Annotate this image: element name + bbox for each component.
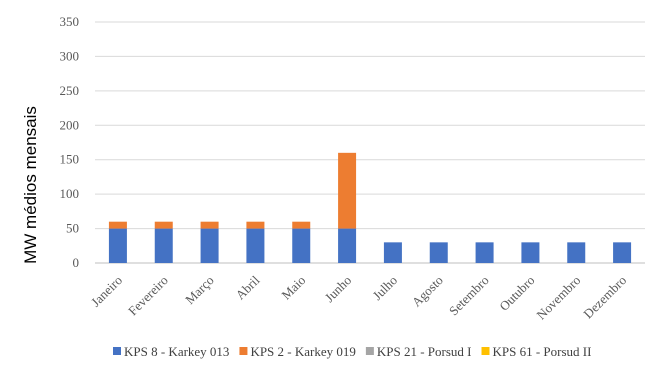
bar-segment [567, 242, 586, 263]
y-axis-label: MW médios mensais [21, 106, 40, 264]
x-tick-label: Novembro [533, 273, 583, 323]
x-tick-label: Julho [370, 273, 401, 304]
x-tick-label: Agosto [409, 273, 446, 310]
legend-swatch [239, 347, 248, 355]
legend: KPS 8 - Karkey 013 KPS 2 - Karkey 019 KPS … [113, 344, 591, 359]
bar-segment [108, 221, 127, 229]
bars [108, 152, 632, 263]
bar-segment [338, 228, 357, 263]
bar-segment [521, 242, 540, 263]
x-tick-label: Setembro [446, 273, 492, 319]
legend-label: KPS 8 - Karkey 013 [124, 344, 229, 359]
legend-label: KPS 2 - Karkey 019 [250, 344, 355, 359]
x-tick-label: Março [182, 273, 217, 308]
bar-segment [292, 221, 311, 229]
bar-segment [200, 221, 219, 229]
x-axis-ticks: Janeiro Fevereiro Março Abril Maio Junho Julho… [88, 272, 629, 322]
x-tick-label: Abril [233, 272, 263, 302]
y-tick-label: 300 [60, 48, 80, 63]
legend-label: KPS 61 - Porsud II [493, 344, 592, 359]
y-tick-label: 100 [60, 186, 80, 201]
bar-segment [246, 221, 265, 229]
bar-segment [108, 228, 127, 263]
x-tick-label: Janeiro [88, 273, 125, 310]
x-tick-label: Dezembro [580, 273, 629, 322]
y-axis-ticks: 0 50 100 150 200 250 300 350 [60, 14, 80, 270]
bar-segment [292, 228, 311, 263]
bar-segment [475, 242, 494, 263]
legend-label: KPS 21 - Porsud I [377, 344, 472, 359]
bar-segment [383, 242, 402, 263]
bar-segment [338, 152, 357, 229]
y-tick-label: 50 [66, 221, 79, 236]
legend-swatch [113, 347, 121, 355]
bar-segment [154, 228, 173, 263]
gridlines [95, 21, 645, 264]
x-tick-label: Maio [278, 273, 308, 303]
bar-segment [246, 228, 265, 263]
y-tick-label: 150 [60, 152, 80, 167]
y-tick-label: 0 [73, 255, 80, 270]
y-tick-label: 350 [60, 14, 80, 29]
y-tick-label: 250 [60, 83, 80, 98]
bar-segment [429, 242, 448, 263]
bar-segment [200, 228, 219, 263]
legend-swatch [365, 347, 374, 355]
x-tick-label: Junho [322, 273, 355, 306]
legend-swatch [481, 347, 490, 355]
y-tick-label: 200 [60, 117, 80, 132]
x-tick-label: Outubro [496, 273, 537, 314]
bar-segment [613, 242, 632, 263]
x-tick-label: Fevereiro [125, 273, 171, 319]
bar-segment [154, 221, 173, 229]
